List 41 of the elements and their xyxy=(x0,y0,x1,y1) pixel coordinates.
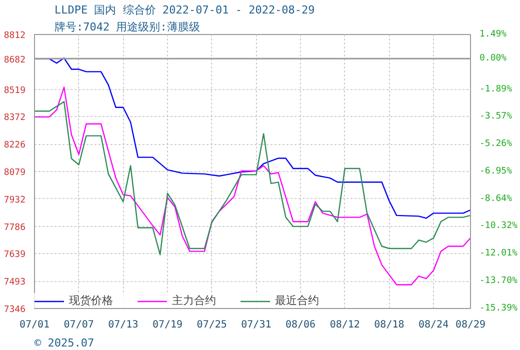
legend-label: 最近合约 xyxy=(275,293,319,308)
x-tick-label: 08/18 xyxy=(374,320,404,330)
x-tick-label: 08/24 xyxy=(418,320,449,330)
chart-title: LLDPE 国内 综合价 2022-07-01 - 2022-08-29 xyxy=(54,4,315,16)
x-tick-label: 07/31 xyxy=(241,320,272,330)
chart-subtitle: 牌号:7042 用途级别:薄膜级 xyxy=(54,20,200,34)
x-tick-label: 07/13 xyxy=(108,320,138,330)
y2-tick-label: -8.64% xyxy=(480,194,513,204)
legend-label: 现货价格 xyxy=(69,293,113,308)
x-tick-label: 07/07 xyxy=(64,320,94,330)
y2-tick-label: -5.26% xyxy=(480,139,513,150)
y2-tick-label: -1.89% xyxy=(480,84,513,94)
x-tick-label: 08/06 xyxy=(285,320,316,330)
x-tick-label: 08/12 xyxy=(330,320,360,330)
y-tick-label: 7639 xyxy=(4,250,26,260)
y-tick-label: 8682 xyxy=(4,55,26,66)
y-tick-label: 7493 xyxy=(4,278,26,288)
legend-label: 主力合约 xyxy=(172,293,216,308)
x-tick-label: 07/01 xyxy=(19,320,50,330)
y2-tick-label: -10.32% xyxy=(480,221,518,232)
y-tick-label: 8079 xyxy=(4,168,26,178)
y-tick-label: 8226 xyxy=(4,140,26,151)
x-tick-label: 08/29 xyxy=(455,320,486,330)
y2-tick-label: -6.95% xyxy=(480,166,513,176)
y2-tick-label: 1.49% xyxy=(480,30,508,40)
y2-tick-label: 0.00% xyxy=(480,54,508,64)
line-series xyxy=(34,86,470,286)
y-tick-label: 8372 xyxy=(4,113,26,124)
line-series xyxy=(34,101,470,256)
text: © 2025.07 xyxy=(34,336,94,350)
y-tick-label: 8812 xyxy=(4,31,26,41)
y2-tick-label: -15.39% xyxy=(480,304,518,314)
y2-tick-label: -12.01% xyxy=(480,248,518,259)
x-tick-label: 07/25 xyxy=(196,320,227,330)
y-tick-label: 7346 xyxy=(4,305,26,315)
y-tick-label: 7932 xyxy=(4,195,26,206)
y-tick-label: 8519 xyxy=(4,86,26,96)
y-tick-label: 7786 xyxy=(4,222,26,233)
y2-tick-label: -3.57% xyxy=(480,112,513,122)
y2-tick-label: -13.70% xyxy=(480,276,518,286)
x-tick-label: 07/19 xyxy=(152,320,183,330)
